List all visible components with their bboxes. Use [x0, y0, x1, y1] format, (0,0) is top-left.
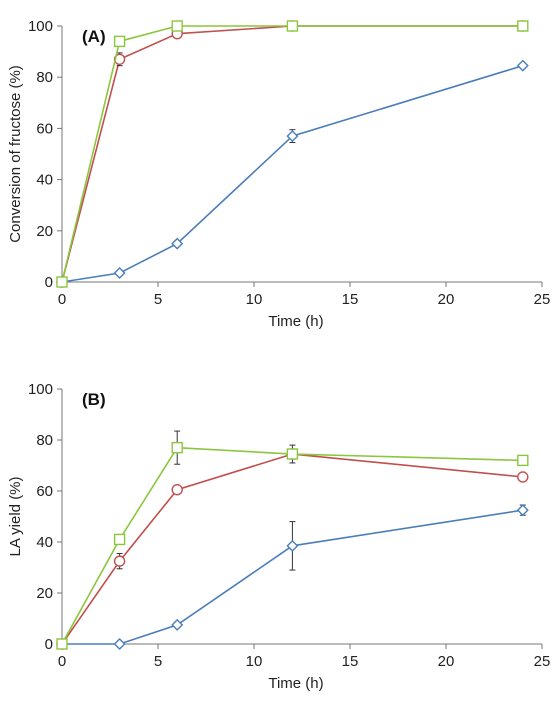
a-point-diamond	[516, 59, 529, 72]
b-point-square	[113, 533, 126, 546]
b-point-square	[517, 454, 529, 467]
b-x-tick-label: 15	[342, 653, 359, 670]
a-point-square	[286, 20, 299, 32]
b-panel-label: (B)	[82, 390, 106, 409]
a-y-tick-label: 20	[36, 223, 53, 240]
a-x-tick-label: 5	[154, 291, 162, 308]
a-y-tick-label: 100	[28, 18, 53, 35]
b-y-tick-label: 0	[45, 636, 53, 653]
a-x-tick-label: 10	[246, 291, 263, 308]
b-y-tick-label: 20	[36, 585, 53, 602]
b-point-circle	[171, 484, 183, 496]
a-series-circle-line	[61, 25, 523, 283]
b-y-axis-title: LA yield (%)	[7, 476, 24, 556]
b-x-tick-label: 20	[438, 653, 455, 670]
a-point-square	[517, 20, 529, 32]
a-point-square	[113, 35, 126, 48]
a-point-diamond	[113, 267, 126, 280]
b-y-tick-label: 60	[36, 483, 53, 500]
a-x-tick-label: 15	[342, 291, 359, 308]
a-y-axis-title: Conversion of fructose (%)	[7, 65, 24, 243]
a-y-tick-label: 0	[45, 274, 53, 291]
b-x-tick-label: 10	[246, 653, 263, 670]
a-series-diamond-line	[61, 64, 524, 283]
b-point-diamond	[113, 638, 126, 650]
a-point-square	[56, 276, 68, 288]
a-x-tick-label: 20	[438, 291, 455, 308]
b-point-diamond	[286, 539, 299, 552]
b-point-diamond	[516, 504, 529, 517]
a-y-tick-label: 60	[36, 120, 53, 137]
b-point-square	[286, 448, 299, 460]
b-point-circle	[517, 471, 529, 483]
b-y-tick-label: 100	[28, 381, 53, 398]
b-y-tick-label: 80	[36, 432, 53, 449]
a-y-tick-label: 40	[36, 172, 53, 189]
panel-b: 0 20 40 60 80 100 0 5 10 15 20 25 Time (h) LA yield (…	[7, 381, 550, 692]
b-x-tick-label: 0	[58, 653, 66, 670]
a-point-diamond	[171, 237, 184, 250]
b-point-square	[56, 638, 68, 650]
a-y-tick-label: 80	[36, 69, 53, 86]
a-panel-label: (A)	[82, 27, 106, 46]
a-x-tick-label: 0	[58, 291, 66, 308]
panel-a: 0 20 40 60 80 100 0 5 10 15 20 25 Time (h) Conversion…	[7, 18, 550, 330]
b-point-circle	[113, 555, 126, 567]
b-x-axis-title: Time (h)	[268, 675, 323, 692]
a-series-square-line	[61, 25, 523, 283]
b-y-tick-label: 40	[36, 534, 53, 551]
b-x-tick-label: 25	[534, 653, 551, 670]
a-point-square	[171, 20, 183, 32]
a-x-tick-label: 25	[534, 291, 551, 308]
b-point-square	[171, 441, 183, 454]
b-x-tick-label: 5	[154, 653, 162, 670]
a-x-axis-title: Time (h)	[268, 313, 323, 330]
b-point-diamond	[171, 618, 184, 631]
a-point-diamond	[286, 130, 299, 143]
